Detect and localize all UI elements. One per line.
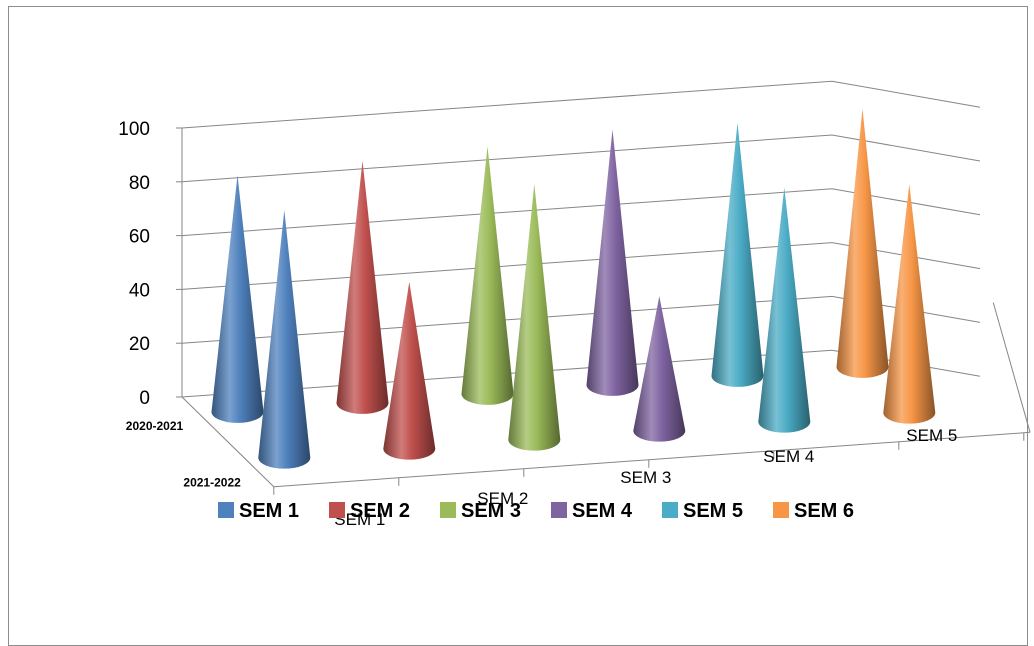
legend-label: SEM 3	[461, 500, 521, 522]
legend-swatch	[662, 502, 678, 518]
legend-item: SEM 6	[773, 500, 854, 522]
y-tick-label: 60	[129, 227, 150, 248]
legend-item: SEM 4	[551, 500, 633, 522]
cone-sem-3-2020-2021	[461, 146, 514, 405]
cone-sem-1-2021-2022	[258, 210, 311, 469]
depth-axis-labels: 2020-2021 2021-2022	[126, 419, 241, 489]
x-category-label: SEM 2	[477, 489, 528, 508]
cone-sem-2-2021-2022	[383, 281, 436, 460]
legend-label: SEM 2	[350, 500, 410, 522]
gridline	[181, 80, 981, 129]
y-tick-label: 0	[139, 388, 150, 409]
legend-item: SEM 2	[329, 500, 410, 522]
gridline	[181, 242, 981, 290]
legend-swatch	[440, 502, 456, 518]
legend-label: SEM 1	[239, 500, 299, 522]
legend-label: SEM 6	[794, 500, 854, 522]
y-tick-label: 80	[129, 173, 150, 194]
depth-label: 2021-2022	[183, 475, 241, 489]
legend-label: SEM 5	[683, 500, 743, 522]
gridline	[181, 134, 981, 183]
cone-sem-4-2021-2022	[633, 296, 686, 442]
cone-sem-6-2021-2022	[883, 184, 936, 424]
y-axis-ticks: 0 20 40 60 80 100	[118, 119, 150, 409]
floor-right-edge	[992, 302, 1031, 433]
cone-sem-1-2020-2021	[211, 175, 264, 423]
y-tick-label: 100	[118, 119, 150, 140]
cone-sem-4-2020-2021	[586, 129, 639, 396]
cone-sem-6-2020-2021	[836, 108, 889, 378]
y-tick-label: 20	[129, 334, 150, 355]
legend-item: SEM 1	[218, 500, 299, 522]
cone-sem-3-2021-2022	[508, 184, 561, 451]
legend-item: SEM 5	[662, 500, 743, 522]
depth-axis-line	[181, 396, 275, 488]
cones	[211, 108, 936, 469]
x-category-label: SEM 5	[906, 426, 957, 445]
gridline	[181, 295, 981, 344]
legend-item: SEM 3	[440, 500, 521, 522]
legend-label: SEM 4	[572, 500, 633, 522]
legend-swatch	[551, 502, 567, 518]
gridline	[181, 188, 981, 237]
legend-swatch	[329, 502, 345, 518]
y-tick-label: 40	[129, 280, 150, 301]
legend-swatch	[218, 502, 234, 518]
cone-sem-5-2020-2021	[711, 123, 764, 387]
cone-sem-2-2020-2021	[336, 160, 389, 414]
x-category-label: SEM 1	[334, 510, 385, 529]
x-axis-line	[273, 431, 1031, 488]
legend-swatch	[773, 502, 789, 518]
cone-sem-5-2021-2022	[758, 187, 811, 433]
x-category-label: SEM 3	[620, 468, 671, 487]
x-category-label: SEM 4	[763, 447, 814, 466]
depth-label: 2020-2021	[126, 419, 184, 433]
legend: SEM 1 SEM 2 SEM 3 SEM 4 SEM 5 SEM 6	[218, 500, 854, 522]
